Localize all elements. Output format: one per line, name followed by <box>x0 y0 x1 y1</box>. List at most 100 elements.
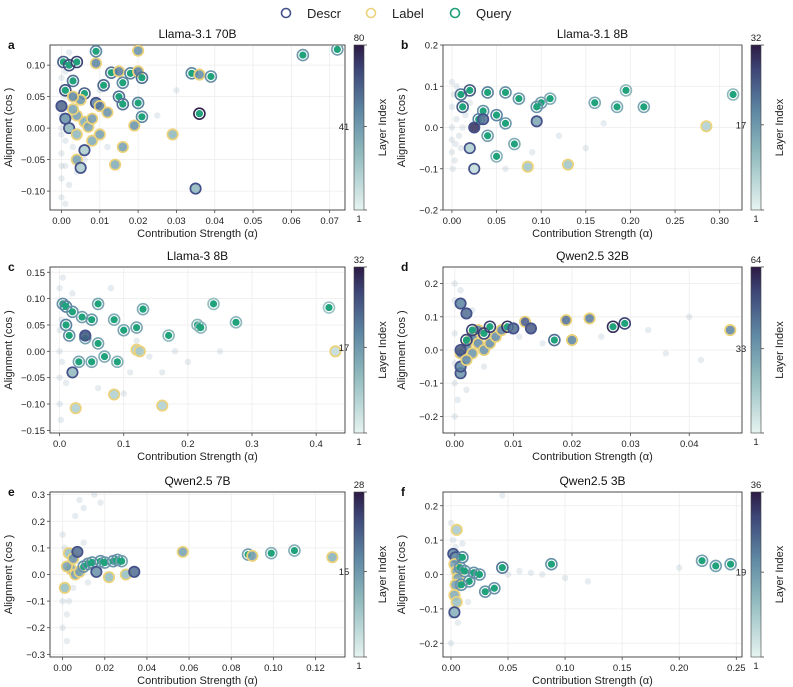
background-point <box>159 369 166 376</box>
background-point <box>454 619 462 626</box>
x-tick-label: 0.25 <box>727 663 746 674</box>
y-tick-label: 0.2 <box>425 41 438 52</box>
y-tick-label: −0.1 <box>419 164 438 175</box>
y-tick-label: −0.10 <box>21 400 45 411</box>
label-point <box>108 388 121 401</box>
query-point-ring <box>548 333 561 347</box>
background-point <box>146 353 153 360</box>
colorbar-tick-label: 32 <box>751 33 762 44</box>
query-point <box>138 74 146 82</box>
x-tick-label: 0.00 <box>445 439 464 450</box>
legend-marker-query <box>449 7 461 19</box>
background-point <box>448 78 456 86</box>
background-point <box>453 83 460 90</box>
query-point <box>78 313 86 321</box>
y-tick-label: −0.10 <box>21 187 45 198</box>
query-point-ring <box>135 110 149 124</box>
descr-point <box>460 307 473 320</box>
background-point <box>463 386 470 394</box>
colorbar-label: Layer Index <box>377 545 389 603</box>
label-point <box>102 571 116 584</box>
background-point <box>69 143 77 151</box>
query-point <box>462 336 471 344</box>
query-point-ring <box>456 551 469 564</box>
x-tick-label: 0.07 <box>320 216 339 227</box>
y-axis-label: Alignment (cos ) <box>396 535 408 614</box>
query-point-ring <box>91 297 105 311</box>
descr-point <box>507 322 520 335</box>
x-tick-label: 0.0 <box>53 439 66 450</box>
chart-title: Llama-3.1 70B <box>158 27 236 41</box>
y-tick-label: −0.2 <box>419 412 438 423</box>
x-tick-label: 0.10 <box>264 663 283 674</box>
legend-item-query: Query <box>449 6 512 21</box>
query-point <box>547 560 556 568</box>
background-point <box>451 413 458 420</box>
x-tick-label: 0.05 <box>487 216 506 227</box>
background-point <box>561 574 569 582</box>
y-tick-label: 0.10 <box>27 61 46 72</box>
plot-frame <box>49 491 346 658</box>
x-axis-label: Contribution Strength (α) <box>532 675 653 687</box>
label-point <box>132 45 145 57</box>
background-point <box>582 144 590 152</box>
y-tick-label: −0.1 <box>26 597 45 608</box>
chart-title: Qwen2.5 7B <box>164 474 230 488</box>
label-point <box>521 160 534 173</box>
query-point <box>501 119 510 127</box>
query-point <box>466 86 474 94</box>
x-tick-label: 0.03 <box>167 216 186 227</box>
query-point-ring <box>98 350 111 363</box>
colorbar-tick-label: 1 <box>753 437 758 448</box>
query-point <box>101 558 109 567</box>
query-point <box>232 318 240 326</box>
x-tick-label: 0.02 <box>129 216 148 227</box>
background-point <box>504 571 512 578</box>
query-point <box>613 103 621 111</box>
x-tick-label: 0.06 <box>282 216 301 227</box>
query-point <box>290 546 299 555</box>
background-point <box>451 380 458 387</box>
y-tick-label: −0.05 <box>21 155 45 166</box>
x-axis-label: Contribution Strength (α) <box>137 228 258 240</box>
colorbar-tick-label: 17 <box>736 120 747 131</box>
x-tick-label: 0.04 <box>138 663 157 674</box>
background-point <box>450 536 457 544</box>
label-point <box>128 119 141 132</box>
background-point <box>154 112 161 119</box>
query-point <box>195 110 204 118</box>
query-point-ring <box>111 355 124 369</box>
label-point <box>93 128 106 141</box>
panel-letter: b <box>401 38 408 52</box>
background-point <box>676 564 683 571</box>
label-point <box>133 345 146 358</box>
background-point <box>459 124 466 131</box>
y-tick-label: 0.2 <box>425 279 438 290</box>
query-point-ring <box>288 544 301 557</box>
background-point <box>539 571 546 578</box>
colorbar <box>750 266 762 434</box>
background-point <box>58 124 65 132</box>
query-point <box>75 358 83 366</box>
query-point-ring <box>85 313 98 326</box>
y-tick-label: −0.3 <box>26 650 45 661</box>
query-point-ring <box>499 117 512 130</box>
y-tick-label: 0.0 <box>32 570 45 581</box>
query-point-ring <box>545 557 558 571</box>
query-point <box>729 90 737 99</box>
background-point <box>65 597 73 605</box>
query-point-ring <box>512 92 526 105</box>
query-point <box>550 336 558 344</box>
label-point <box>246 549 259 562</box>
y-tick-label: −0.1 <box>419 604 438 615</box>
panel-b: 0.00 0.05 0.10 0.15 0.20 0.25 0.30 −0.2 −0.1 0.0 0… <box>396 27 786 240</box>
query-point <box>481 588 489 596</box>
query-point-ring <box>115 554 128 568</box>
query-point <box>68 308 77 316</box>
query-point <box>484 132 492 140</box>
query-point <box>92 47 100 55</box>
background-point <box>216 348 224 355</box>
colorbar-label: Layer Index <box>377 321 389 379</box>
query-point-ring <box>726 88 740 101</box>
query-point-ring <box>130 321 143 334</box>
